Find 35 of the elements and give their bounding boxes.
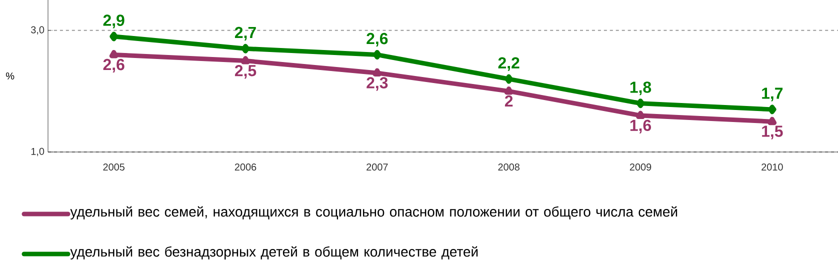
data-label: 2,5 [234, 65, 256, 79]
data-label: 2,7 [234, 26, 256, 40]
data-label: 2,2 [498, 57, 520, 71]
x-tick-label: 2009 [630, 164, 652, 171]
point [241, 44, 250, 54]
x-tick-label: 2008 [498, 164, 520, 171]
data-label: 2,3 [366, 77, 388, 91]
data-label: 2,6 [103, 58, 124, 73]
y-tick-label: 1,0 [31, 148, 44, 156]
data-label: 2 [504, 95, 513, 107]
legend-label: удельный вес безнадзорных детей в общем количестве детей [70, 246, 478, 260]
point [504, 74, 513, 84]
point [372, 68, 382, 76]
point [636, 98, 645, 108]
point [768, 116, 777, 126]
point [109, 50, 118, 58]
point [110, 32, 118, 42]
data-label: 1,7 [762, 88, 783, 102]
point [768, 104, 776, 114]
x-tick-label: 2010 [762, 164, 783, 171]
point [241, 56, 250, 64]
y-tick-label: 3,0 [31, 26, 44, 35]
legend-label: удельный вес семей, находящихся в социально опасном положении от общего числа семей [70, 206, 678, 220]
data-label: 2,9 [103, 14, 124, 28]
x-tick-label: 2006 [234, 164, 256, 171]
data-label: 2,6 [366, 32, 388, 47]
data-label: 1,8 [630, 82, 652, 96]
point [504, 86, 514, 95]
data-label: 1,5 [762, 126, 783, 140]
data-label: 1,6 [630, 120, 651, 134]
point [373, 50, 382, 60]
x-tick-label: 2007 [366, 164, 388, 171]
point [636, 110, 645, 120]
x-tick-label: 2005 [103, 164, 124, 171]
y-axis-title: % [6, 72, 14, 80]
